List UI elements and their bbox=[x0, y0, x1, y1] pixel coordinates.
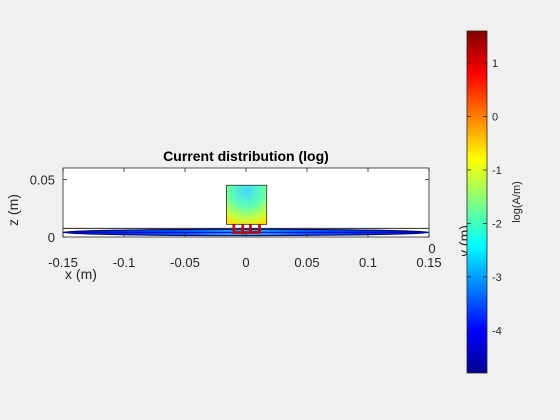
z-tick-label: 0.05 bbox=[30, 173, 55, 188]
x-tick-label: -0.15 bbox=[48, 255, 78, 270]
x-axis-label: x (m) bbox=[65, 266, 97, 282]
colorbar bbox=[466, 30, 488, 374]
chart-title: Current distribution (log) bbox=[163, 148, 329, 164]
antenna-structure bbox=[62, 184, 430, 237]
x-tick-label: -0.05 bbox=[170, 255, 200, 270]
radiator-patch bbox=[226, 184, 268, 225]
colorbar-label: log(A/m) bbox=[511, 181, 523, 223]
colorbar-tick-label: -4 bbox=[492, 325, 502, 337]
colorbar-tick-label: -3 bbox=[492, 272, 502, 284]
feed-element bbox=[232, 224, 261, 235]
colorbar-ticks: 1 0 -1 -2 -3 -4 bbox=[467, 58, 502, 337]
x-tick-label: 0.15 bbox=[416, 255, 441, 270]
z-tick-label: 0 bbox=[48, 230, 55, 245]
x-tick-label: 0 bbox=[242, 255, 249, 270]
x-tick-label: 0.1 bbox=[359, 255, 377, 270]
colorbar-tick-label: -1 bbox=[492, 165, 502, 177]
z-axis-label: z (m) bbox=[5, 194, 21, 226]
y-axis-edge-tick-label: 0 bbox=[428, 241, 435, 256]
colorbar-tick-label: 1 bbox=[492, 58, 498, 70]
x-tick-label: -0.1 bbox=[113, 255, 135, 270]
x-axis-ticks: -0.15 -0.1 -0.05 0 0.05 0.1 0.15 bbox=[48, 168, 442, 270]
colorbar-tick-label: 0 bbox=[492, 112, 498, 124]
colorbar-tick-label: -2 bbox=[492, 218, 502, 230]
z-axis-ticks: 00.05 bbox=[30, 173, 429, 245]
x-tick-label: 0.05 bbox=[294, 255, 319, 270]
